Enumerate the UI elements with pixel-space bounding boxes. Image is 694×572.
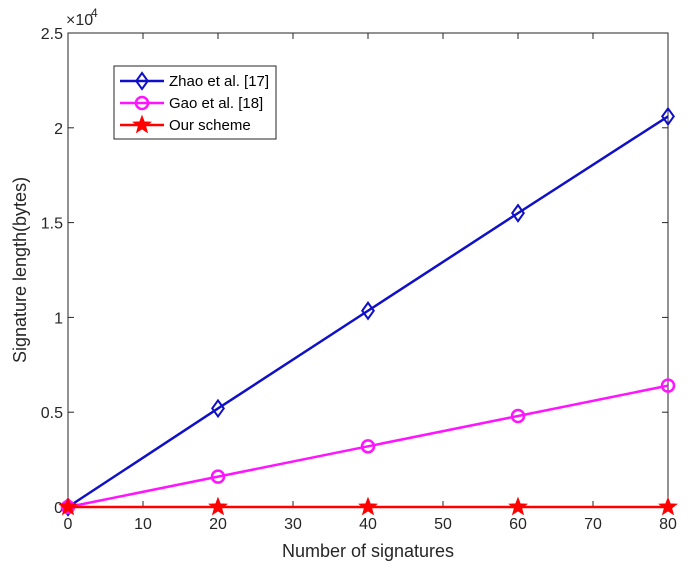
series-layer <box>58 106 678 517</box>
series-0 <box>61 106 675 517</box>
legend-label: Zhao et al. [17] <box>169 73 269 90</box>
x-tick-label: 20 <box>209 516 227 533</box>
x-tick-label: 10 <box>134 516 152 533</box>
y-tick-label: 1 <box>54 310 63 327</box>
data-point <box>660 378 676 393</box>
x-tick-label: 60 <box>509 516 527 533</box>
y-tick-label: 2.5 <box>41 26 63 43</box>
data-point <box>661 106 675 127</box>
series-2 <box>58 496 678 516</box>
y-tick-label: 1.5 <box>41 216 63 233</box>
y-exponent-power: 4 <box>91 6 98 20</box>
axis-ticks: 0 10 20 30 40 50 60 70 80 0 0.5 1 1.5 2 2.5 <box>41 26 677 533</box>
data-point <box>210 469 226 484</box>
legend-items: Zhao et al. [17] Gao et al. [18] Our schem… <box>120 71 269 134</box>
series-line <box>67 115 669 509</box>
y-axis-label: Signature length(bytes) <box>10 177 30 363</box>
legend: Zhao et al. [17] Gao et al. [18] Our schem… <box>113 65 277 140</box>
legend-marker <box>135 71 149 91</box>
x-tick-label: 70 <box>584 516 602 533</box>
data-point <box>211 398 225 419</box>
y-tick-label: 2 <box>54 121 63 138</box>
data-point <box>360 439 376 454</box>
data-point <box>58 496 78 516</box>
y-exponent-base: ×10 <box>66 12 93 29</box>
x-tick-label: 30 <box>284 516 302 533</box>
legend-label: Gao et al. [18] <box>169 95 263 112</box>
legend-label: Our scheme <box>169 117 251 134</box>
series-line <box>67 384 669 509</box>
data-point <box>361 301 375 321</box>
data-point <box>511 203 525 223</box>
x-tick-label: 0 <box>64 516 73 533</box>
y-tick-label: 0.5 <box>41 405 63 422</box>
legend-item: Gao et al. [18] <box>120 95 263 112</box>
x-tick-label: 80 <box>659 516 677 533</box>
x-tick-label: 40 <box>359 516 377 533</box>
y-tick-label: 0 <box>54 500 63 517</box>
x-tick-label: 50 <box>434 516 452 533</box>
legend-item: Our scheme <box>120 114 251 134</box>
data-point <box>658 496 678 516</box>
data-point <box>358 496 378 516</box>
data-point <box>510 408 526 424</box>
legend-marker <box>134 95 150 111</box>
legend-item: Zhao et al. [17] <box>120 71 269 91</box>
x-axis-label: Number of signatures <box>282 541 454 561</box>
data-point <box>508 496 528 516</box>
data-point <box>208 496 228 516</box>
legend-marker <box>132 114 152 134</box>
